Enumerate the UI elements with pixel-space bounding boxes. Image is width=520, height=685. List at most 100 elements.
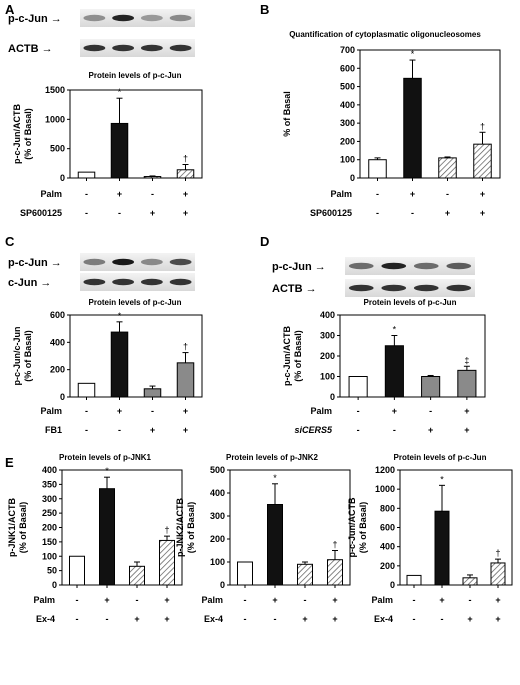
bar	[176, 362, 195, 398]
y-tick-label: 300	[320, 331, 335, 341]
condition-sign: +	[332, 614, 337, 624]
blot-band	[348, 284, 374, 292]
y-tick-label: 0	[60, 173, 65, 183]
y-tick-label: 600	[340, 63, 355, 73]
significance-marker: †	[183, 342, 188, 352]
condition-sign: +	[117, 189, 122, 199]
condition-sign: +	[480, 189, 485, 199]
significance-marker: *	[118, 311, 122, 321]
blot-band	[446, 284, 472, 292]
condition-sign: +	[150, 208, 155, 218]
y-tick-label: 100	[320, 372, 335, 382]
condition-sign: +	[272, 595, 277, 605]
condition-sign: +	[117, 406, 122, 416]
blot-strip	[80, 273, 195, 291]
blot-band	[381, 284, 407, 292]
blot-band	[413, 262, 439, 270]
condition-sign: -	[376, 189, 379, 199]
plot-frame	[69, 314, 203, 398]
panel-b: B Quantification of cytoplasmatic oligonu…	[260, 2, 501, 218]
condition-sign: -	[441, 614, 444, 624]
bar	[368, 159, 387, 179]
y-tick-label: 50	[47, 566, 57, 576]
bar	[143, 176, 162, 179]
blot-band	[112, 44, 135, 52]
condition-sign: +	[464, 425, 469, 435]
y-tick-label: 1500	[45, 85, 65, 95]
condition-sign: +	[392, 406, 397, 416]
bar	[237, 561, 253, 586]
condition-label: siCERS5	[294, 425, 333, 435]
bar	[434, 510, 450, 586]
y-tick-label: 300	[42, 494, 57, 504]
condition-sign: -	[274, 614, 277, 624]
panel-label: E	[5, 455, 14, 470]
panel-label: C	[5, 234, 15, 249]
bar	[297, 563, 313, 586]
y-tick-label: 0	[330, 392, 335, 402]
condition-sign: +	[183, 208, 188, 218]
condition-label: SP600125	[20, 208, 62, 218]
blot-strip	[80, 39, 195, 57]
condition-sign: -	[376, 208, 379, 218]
condition-sign: -	[413, 595, 416, 605]
bar	[348, 376, 368, 398]
condition-sign: -	[357, 425, 360, 435]
y-tick-label: 200	[42, 523, 57, 533]
condition-sign: +	[134, 614, 139, 624]
y-tick-label: 200	[380, 561, 395, 571]
bar	[462, 577, 478, 586]
bar	[99, 488, 115, 586]
y-tick-label: 600	[380, 523, 395, 533]
significance-marker: *	[393, 325, 397, 335]
bar	[143, 388, 162, 398]
significance-marker: †	[480, 121, 485, 131]
condition-sign: -	[469, 595, 472, 605]
y-tick-label: 1200	[375, 465, 395, 475]
condition-sign: -	[411, 208, 414, 218]
y-tick-label: 150	[42, 537, 57, 547]
blot-band	[140, 14, 163, 22]
y-tick-label: 400	[380, 542, 395, 552]
y-tick-label: 400	[210, 488, 225, 498]
y-axis-label: p-JNK2/ACTB	[175, 498, 185, 558]
blot-band	[446, 262, 472, 270]
significance-marker: *	[440, 474, 444, 484]
bar	[69, 555, 85, 586]
condition-sign: +	[464, 406, 469, 416]
condition-sign: -	[244, 595, 247, 605]
chart-title: Protein levels of p-c-Jun	[89, 71, 182, 80]
y-axis-label: (% of Basal)	[18, 502, 28, 554]
y-axis-label: (% of Basal)	[23, 330, 33, 382]
condition-sign: -	[393, 425, 396, 435]
condition-sign: -	[85, 425, 88, 435]
condition-sign: +	[302, 614, 307, 624]
y-axis-label: (% of Basal)	[293, 330, 303, 382]
blot-row-label: p-c-Jun →	[272, 261, 326, 273]
bar	[77, 382, 96, 398]
panel-d: Dp-c-Jun → ACTB → Protein levels of p-c-Ju…	[260, 234, 486, 435]
plot-frame	[69, 89, 203, 179]
panel-e3: Protein levels of p-c-Jun 0 200 400 600 800 10…	[347, 453, 513, 624]
y-tick-label: 400	[42, 465, 57, 475]
y-tick-label: 200	[320, 351, 335, 361]
bar	[327, 559, 343, 586]
blot-strip	[80, 253, 195, 271]
blot-band	[413, 284, 439, 292]
significance-marker: *	[105, 466, 109, 476]
blot-band	[140, 278, 163, 286]
y-tick-label: 200	[210, 534, 225, 544]
panel-label: B	[260, 2, 269, 17]
panel-a: Ap-c-Jun → ACTB → Protein levels of p-c-Ju…	[5, 2, 203, 218]
condition-label: Palm	[40, 189, 62, 199]
y-tick-label: 250	[42, 508, 57, 518]
condition-sign: +	[150, 425, 155, 435]
condition-sign: +	[445, 208, 450, 218]
condition-sign: -	[85, 208, 88, 218]
blot-band	[112, 278, 135, 286]
y-tick-label: 800	[380, 503, 395, 513]
significance-marker: †	[183, 154, 188, 164]
condition-sign: +	[439, 595, 444, 605]
significance-marker: †	[164, 525, 169, 535]
